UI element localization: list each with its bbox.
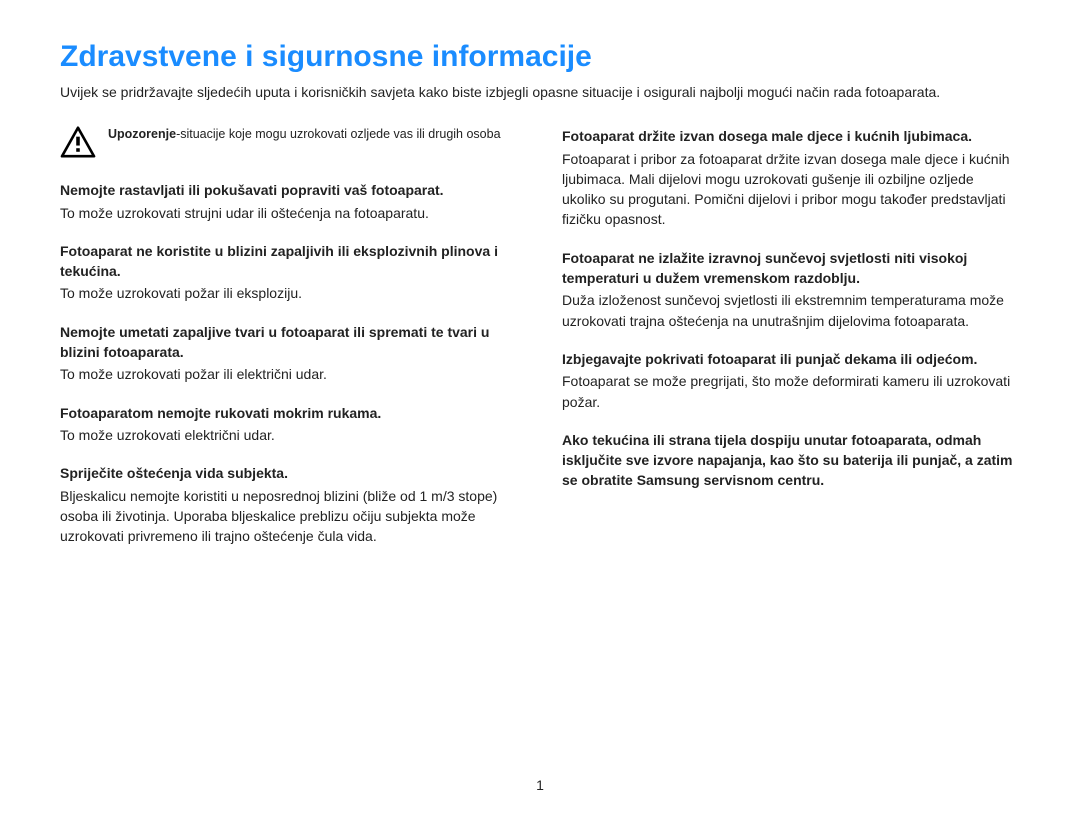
- section-heading: Nemojte umetati zapaljive tvari u fotoap…: [60, 322, 518, 363]
- section-heading: Nemojte rastavljati ili pokušavati popra…: [60, 180, 518, 200]
- left-column: Upozorenje-situacije koje mogu uzrokovat…: [60, 126, 518, 564]
- two-column-layout: Upozorenje-situacije koje mogu uzrokovat…: [60, 126, 1020, 564]
- warning-body: -situacije koje mogu uzrokovati ozljede …: [176, 127, 500, 141]
- page-title: Zdravstvene i sigurnosne informacije: [60, 40, 1020, 74]
- section-body: To može uzrokovati električni udar.: [60, 425, 518, 445]
- section-heading: Fotoaparatom nemojte rukovati mokrim ruk…: [60, 403, 518, 423]
- safety-section: Nemojte umetati zapaljive tvari u fotoap…: [60, 322, 518, 385]
- safety-section: Fotoaparatom nemojte rukovati mokrim ruk…: [60, 403, 518, 446]
- section-body: Bljeskalicu nemojte koristiti u neposred…: [60, 486, 518, 547]
- section-heading: Fotoaparat ne izlažite izravnoj sunčevoj…: [562, 248, 1020, 289]
- section-heading: Fotoaparat držite izvan dosega male djec…: [562, 126, 1020, 146]
- safety-section: Ako tekućina ili strana tijela dospiju u…: [562, 430, 1020, 491]
- safety-section: Izbjegavajte pokrivati fotoaparat ili pu…: [562, 349, 1020, 412]
- warning-callout: Upozorenje-situacije koje mogu uzrokovat…: [60, 126, 518, 158]
- section-body: To može uzrokovati požar ili eksploziju.: [60, 283, 518, 303]
- document-page: Zdravstvene i sigurnosne informacije Uvi…: [0, 0, 1080, 815]
- safety-section: Fotoaparat ne koristite u blizini zapalj…: [60, 241, 518, 304]
- safety-section: Nemojte rastavljati ili pokušavati popra…: [60, 180, 518, 223]
- safety-section: Fotoaparat držite izvan dosega male djec…: [562, 126, 1020, 229]
- intro-paragraph: Uvijek se pridržavajte sljedećih uputa i…: [60, 82, 1020, 102]
- warning-label: Upozorenje: [108, 127, 176, 141]
- section-heading: Spriječite oštećenja vida subjekta.: [60, 463, 518, 483]
- section-body: Fotoaparat se može pregrijati, što može …: [562, 371, 1020, 412]
- section-body: Fotoaparat i pribor za fotoaparat držite…: [562, 149, 1020, 230]
- safety-section: Spriječite oštećenja vida subjekta. Blje…: [60, 463, 518, 546]
- warning-text: Upozorenje-situacije koje mogu uzrokovat…: [108, 126, 501, 158]
- safety-section: Fotoaparat ne izlažite izravnoj sunčevoj…: [562, 248, 1020, 331]
- section-body: To može uzrokovati strujni udar ili ošte…: [60, 203, 518, 223]
- warning-triangle-icon: [60, 126, 96, 158]
- section-body: Duža izloženost sunčevoj svjetlosti ili …: [562, 290, 1020, 331]
- section-body: To može uzrokovati požar ili električni …: [60, 364, 518, 384]
- section-heading: Izbjegavajte pokrivati fotoaparat ili pu…: [562, 349, 1020, 369]
- page-number: 1: [0, 777, 1080, 793]
- section-heading: Ako tekućina ili strana tijela dospiju u…: [562, 430, 1020, 491]
- section-heading: Fotoaparat ne koristite u blizini zapalj…: [60, 241, 518, 282]
- right-column: Fotoaparat držite izvan dosega male djec…: [562, 126, 1020, 564]
